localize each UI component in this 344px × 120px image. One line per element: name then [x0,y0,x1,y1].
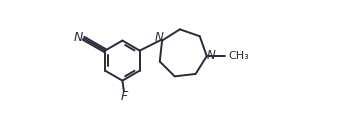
Text: N: N [154,31,163,44]
Text: CH₃: CH₃ [228,51,249,61]
Text: N: N [74,31,83,44]
Text: N: N [207,49,215,62]
Text: F: F [120,90,128,102]
